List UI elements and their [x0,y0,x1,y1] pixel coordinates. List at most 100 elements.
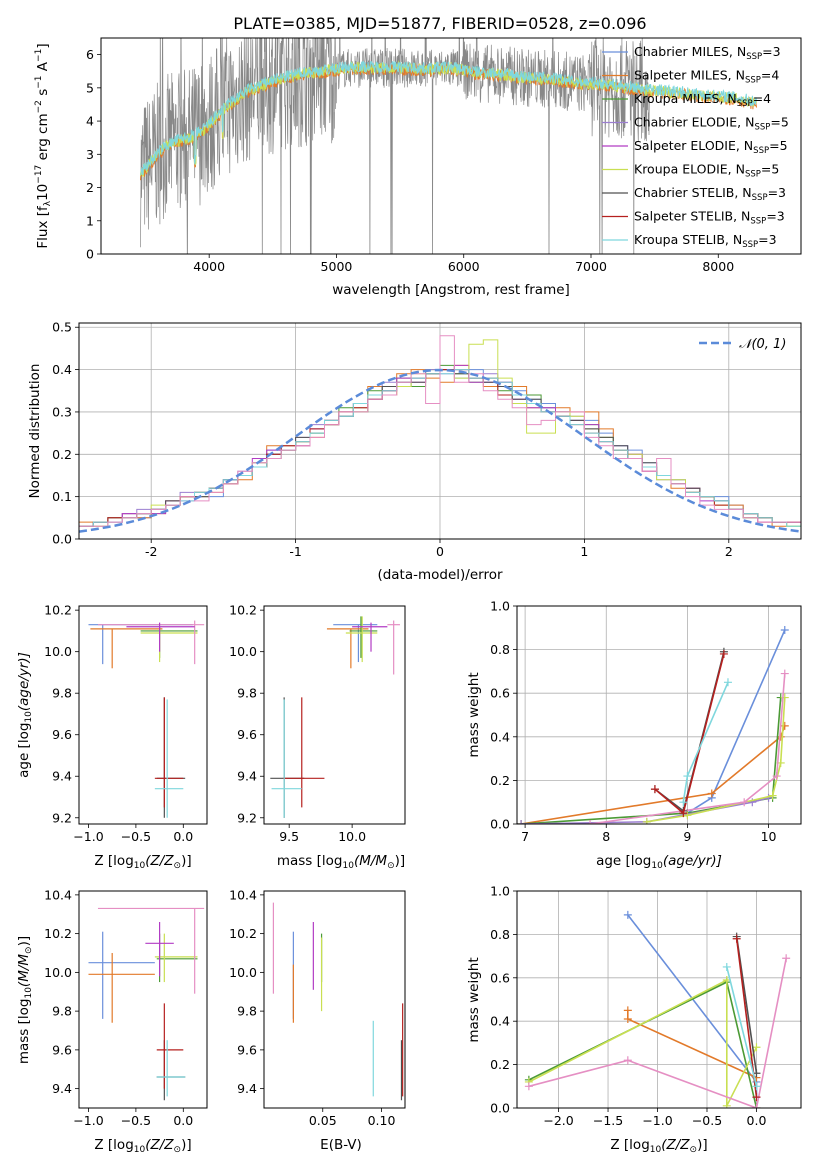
y-tick-label: 5 [86,80,94,95]
y-tick-label: 10.0 [229,644,257,659]
x-tick-label: -2 [145,544,157,559]
label-part: 10 [24,987,34,999]
y-tick-label: 9.6 [52,1042,72,1057]
x-tick-label: -1 [289,544,301,559]
label-part: SSP [746,52,762,62]
x-tick-label: 10.0 [338,829,366,844]
plot-area [272,902,404,1101]
label-part: (age/yr)] [663,853,722,869]
y-tick-label: 9.2 [237,810,257,825]
x-axis-label: age [log10(age/yr)] [596,853,722,871]
y-tick-label: 9.6 [237,727,257,742]
x-tick-label: 0.0 [173,829,193,844]
y-tick-label: 0.4 [490,1014,510,1029]
label-part: =3 [766,209,784,224]
series-line [528,958,787,1108]
x-tick-label: 7000 [575,259,607,274]
residual-histogram-panel: -2 -1 0 1 2 0.0 0.1 0.2 0.3 0.4 0.5 𝒩(0, 1) (data-mo… [27,320,802,583]
y-tick-label: 2 [86,180,94,195]
y-tick-label: 3 [86,147,94,162]
label-part: =5 [761,162,779,177]
x-tick-label: −0.5 [121,829,151,844]
label-part: 10 [651,861,663,871]
axes-frame [78,890,208,1109]
plot-area [88,620,205,818]
age-vs-metallicity-panel: −1.0 −0.5 0.09.29.49.69.810.010.2Z [log10(… [16,603,208,871]
point-marker [586,820,595,824]
y-tick-label: 9.8 [52,1004,72,1019]
x-tick-label: 4000 [193,259,225,274]
plot-area [270,616,400,818]
label-part: =3 [768,185,786,200]
label-part: SSP [750,217,766,227]
point-marker [719,649,728,658]
axes-frame [516,605,802,825]
y-tick-label: 9.4 [52,769,72,784]
label-part: =3 [758,232,776,247]
point-marker [642,817,651,824]
y-axis-label: Normed distribution [27,364,43,499]
x-tick-label: 0.0 [747,1113,767,1128]
plot-area [88,907,205,1101]
legend-entry: Kroupa STELIB, NSSP=3 [634,232,777,250]
label-part: −1 [34,75,44,88]
point-marker [780,721,789,730]
x-axis-label: Z [log10(Z/Z⊙)] [610,1137,707,1155]
normal-curve [79,368,801,533]
label-part: 10 [134,861,146,871]
label-part: Kroupa STELIB, N [634,232,742,247]
x-tick-label: 5000 [321,259,353,274]
point-marker [683,811,692,820]
label-part: (Z/Z [661,1137,690,1153]
legend-entry: Chabrier STELIB, NSSP=3 [634,185,786,203]
label-part: mass [log [16,999,32,1065]
label-part: ⊙ [690,1145,698,1155]
label-part: E(B-V) [320,1137,362,1153]
y-tick-label: 10.4 [229,887,257,902]
series-line [589,673,786,824]
y-tick-label: 9.6 [237,1042,257,1057]
label-part: )] [181,1137,192,1153]
series-line [726,966,758,1087]
point-marker [782,954,791,963]
label-part: 10 [134,1145,146,1155]
y-tick-label: 10.2 [44,926,72,941]
mass-vs-metallicity-panel: −1.0 −0.5 0.09.49.69.810.010.210.4Z [log10… [16,887,208,1155]
point-marker [679,798,688,807]
label-part: erg cm [35,113,51,164]
y-tick-label: 1.0 [490,599,510,614]
label-part: −17 [34,165,44,184]
point-marker [623,910,632,919]
point-marker [732,934,741,943]
label-part: SSP [745,76,761,86]
label-part: λ [43,200,53,206]
y-tick-label: 10.0 [229,965,257,980]
point-marker [722,1101,731,1108]
y-tick-label: 0.4 [490,729,510,744]
x-tick-label: 6000 [448,259,480,274]
mass-weight-vs-metallicity-panel: −2.0 −1.5 −1.0 −0.5 0.0 0.0 0.2 0.4 0.6 0.8 1.0 Z [… [466,884,802,1155]
series-line [521,797,769,824]
label-part: Chabrier STELIB, N [634,185,752,200]
label-part: Kroupa MILES, N [634,91,737,106]
label-part: Z [log [94,1137,133,1153]
y-tick-label: 10.2 [229,603,257,618]
plot-area [517,625,789,824]
x-tick-label: 0.0 [173,1113,193,1128]
y-tick-label: 0.8 [490,642,510,657]
label-part: Salpeter STELIB, N [634,209,750,224]
point-marker [768,791,777,800]
x-tick-label: 2 [725,544,733,559]
y-tick-label: 9.8 [237,1004,257,1019]
label-part: −2 [34,100,44,113]
x-tick-label: −1.5 [593,1113,623,1128]
axes-frame [263,605,406,825]
label-part: mass [log [277,853,343,869]
x-axis-label: Z [log10(Z/Z⊙)] [94,1137,191,1155]
y-tick-label: 0.2 [52,447,72,462]
point-marker [722,962,731,971]
label-part: SSP [742,240,758,250]
series-line [520,725,786,824]
x-tick-label: 9 [683,829,691,844]
x-tick-label: 7 [521,829,529,844]
